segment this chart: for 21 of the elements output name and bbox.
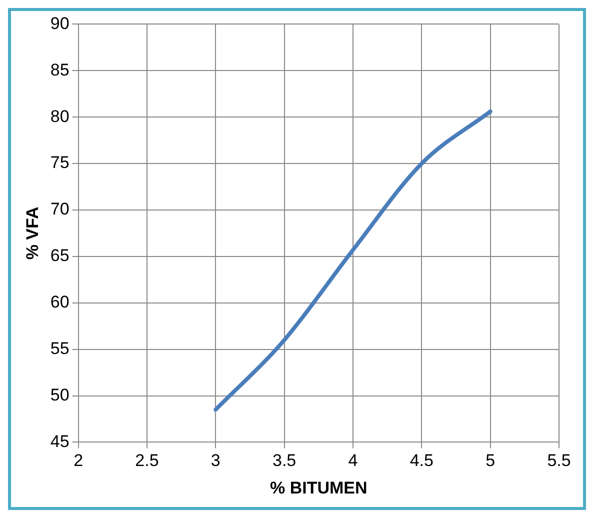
- y-tick-label: 70: [50, 200, 70, 219]
- y-tick-label: 75: [50, 153, 70, 172]
- y-tick-label: 80: [50, 106, 70, 126]
- line-series: [214, 110, 492, 412]
- x-tick-label: 2.5: [135, 451, 159, 470]
- y-tick-label: 65: [50, 246, 70, 266]
- y-tick-label: 90: [50, 14, 70, 33]
- x-tick-label: 5.5: [547, 451, 571, 470]
- y-axis-title: % VFA: [22, 206, 42, 260]
- x-tick-label: 4.5: [410, 451, 434, 470]
- x-tick-label: 3: [210, 451, 220, 470]
- x-tick-label: 3.5: [272, 451, 296, 470]
- x-tick-label: 4: [348, 451, 358, 470]
- y-tick-label: 55: [50, 339, 70, 358]
- y-tick-label: 85: [50, 60, 70, 80]
- y-tick-label: 45: [50, 432, 70, 451]
- y-tick-label: 50: [50, 385, 70, 404]
- x-tick-label: 2: [74, 451, 84, 470]
- x-axis-title: % BITUMEN: [270, 478, 368, 498]
- y-tick-label: 60: [50, 292, 70, 312]
- x-tick-label: 5: [486, 451, 496, 470]
